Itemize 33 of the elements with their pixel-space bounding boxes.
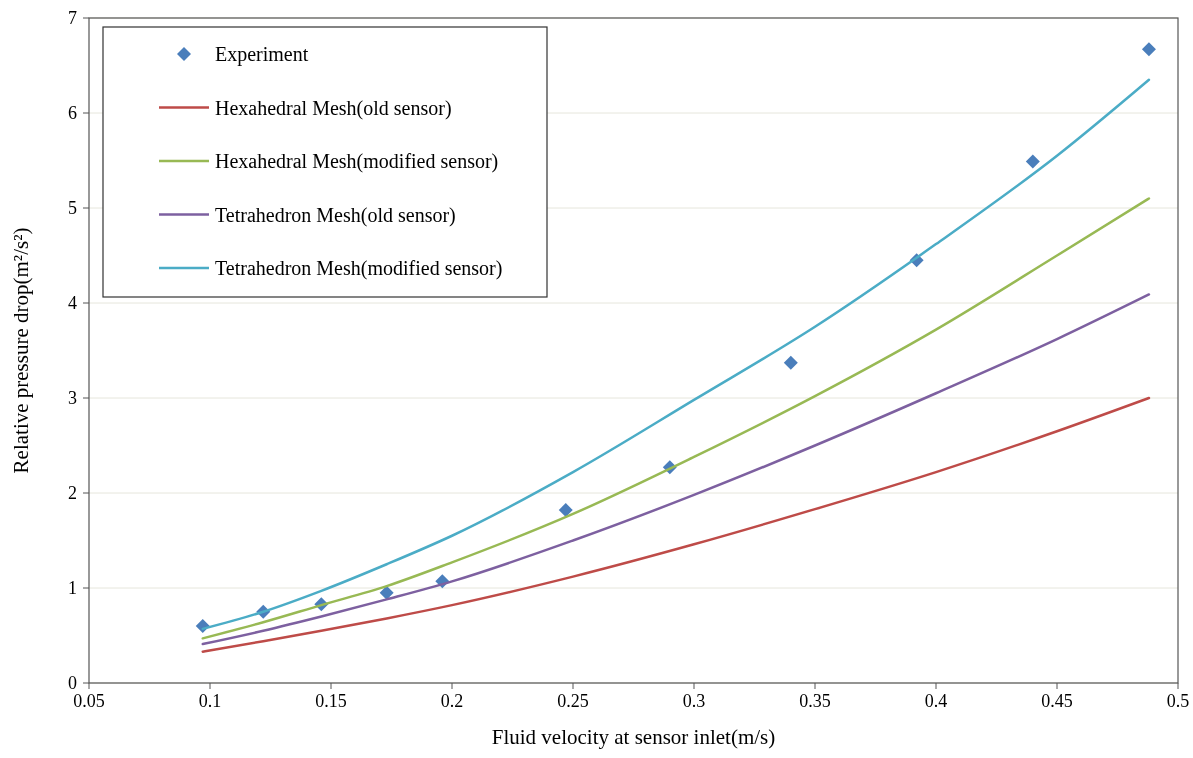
x-tick-label: 0.2 bbox=[440, 691, 464, 711]
y-tick-label: 3 bbox=[68, 388, 77, 408]
point bbox=[783, 355, 798, 370]
y-tick-label: 6 bbox=[68, 103, 77, 123]
x-tick-label: 0.5 bbox=[1166, 691, 1190, 711]
y-axis-title: Relative pressure drop(m²/s²) bbox=[9, 227, 33, 474]
x-tick-label: 0.3 bbox=[682, 691, 706, 711]
x-tick-label: 0.45 bbox=[1041, 691, 1073, 711]
x-tick-label: 0.1 bbox=[198, 691, 222, 711]
x-tick-label: 0.05 bbox=[73, 691, 105, 711]
y-tick-label: 0 bbox=[68, 673, 77, 693]
legend-label: Hexahedral Mesh(old sensor) bbox=[215, 96, 452, 120]
point bbox=[558, 503, 573, 518]
x-tick-label: 0.4 bbox=[924, 691, 948, 711]
x-tick-label: 0.15 bbox=[315, 691, 347, 711]
legend-label: Hexahedral Mesh(modified sensor) bbox=[215, 150, 499, 173]
y-tick-label: 4 bbox=[68, 293, 77, 313]
y-tick-label: 2 bbox=[68, 483, 77, 503]
legend-label: Tetrahedron Mesh(old sensor) bbox=[215, 203, 456, 227]
point bbox=[379, 585, 394, 600]
point bbox=[1141, 42, 1156, 57]
y-tick-label: 5 bbox=[68, 198, 77, 218]
line-series bbox=[201, 293, 1151, 646]
y-tick-label: 1 bbox=[68, 578, 77, 598]
x-tick-label: 0.35 bbox=[799, 691, 831, 711]
legend-label: Tetrahedron Mesh(modified sensor) bbox=[215, 257, 503, 280]
line-series bbox=[201, 396, 1151, 653]
x-axis-title: Fluid velocity at sensor inlet(m/s) bbox=[491, 725, 776, 749]
y-tick-label: 7 bbox=[68, 8, 77, 28]
legend-label: Experiment bbox=[215, 43, 309, 66]
line-series bbox=[201, 197, 1151, 640]
point bbox=[1025, 154, 1040, 169]
x-tick-label: 0.25 bbox=[557, 691, 589, 711]
